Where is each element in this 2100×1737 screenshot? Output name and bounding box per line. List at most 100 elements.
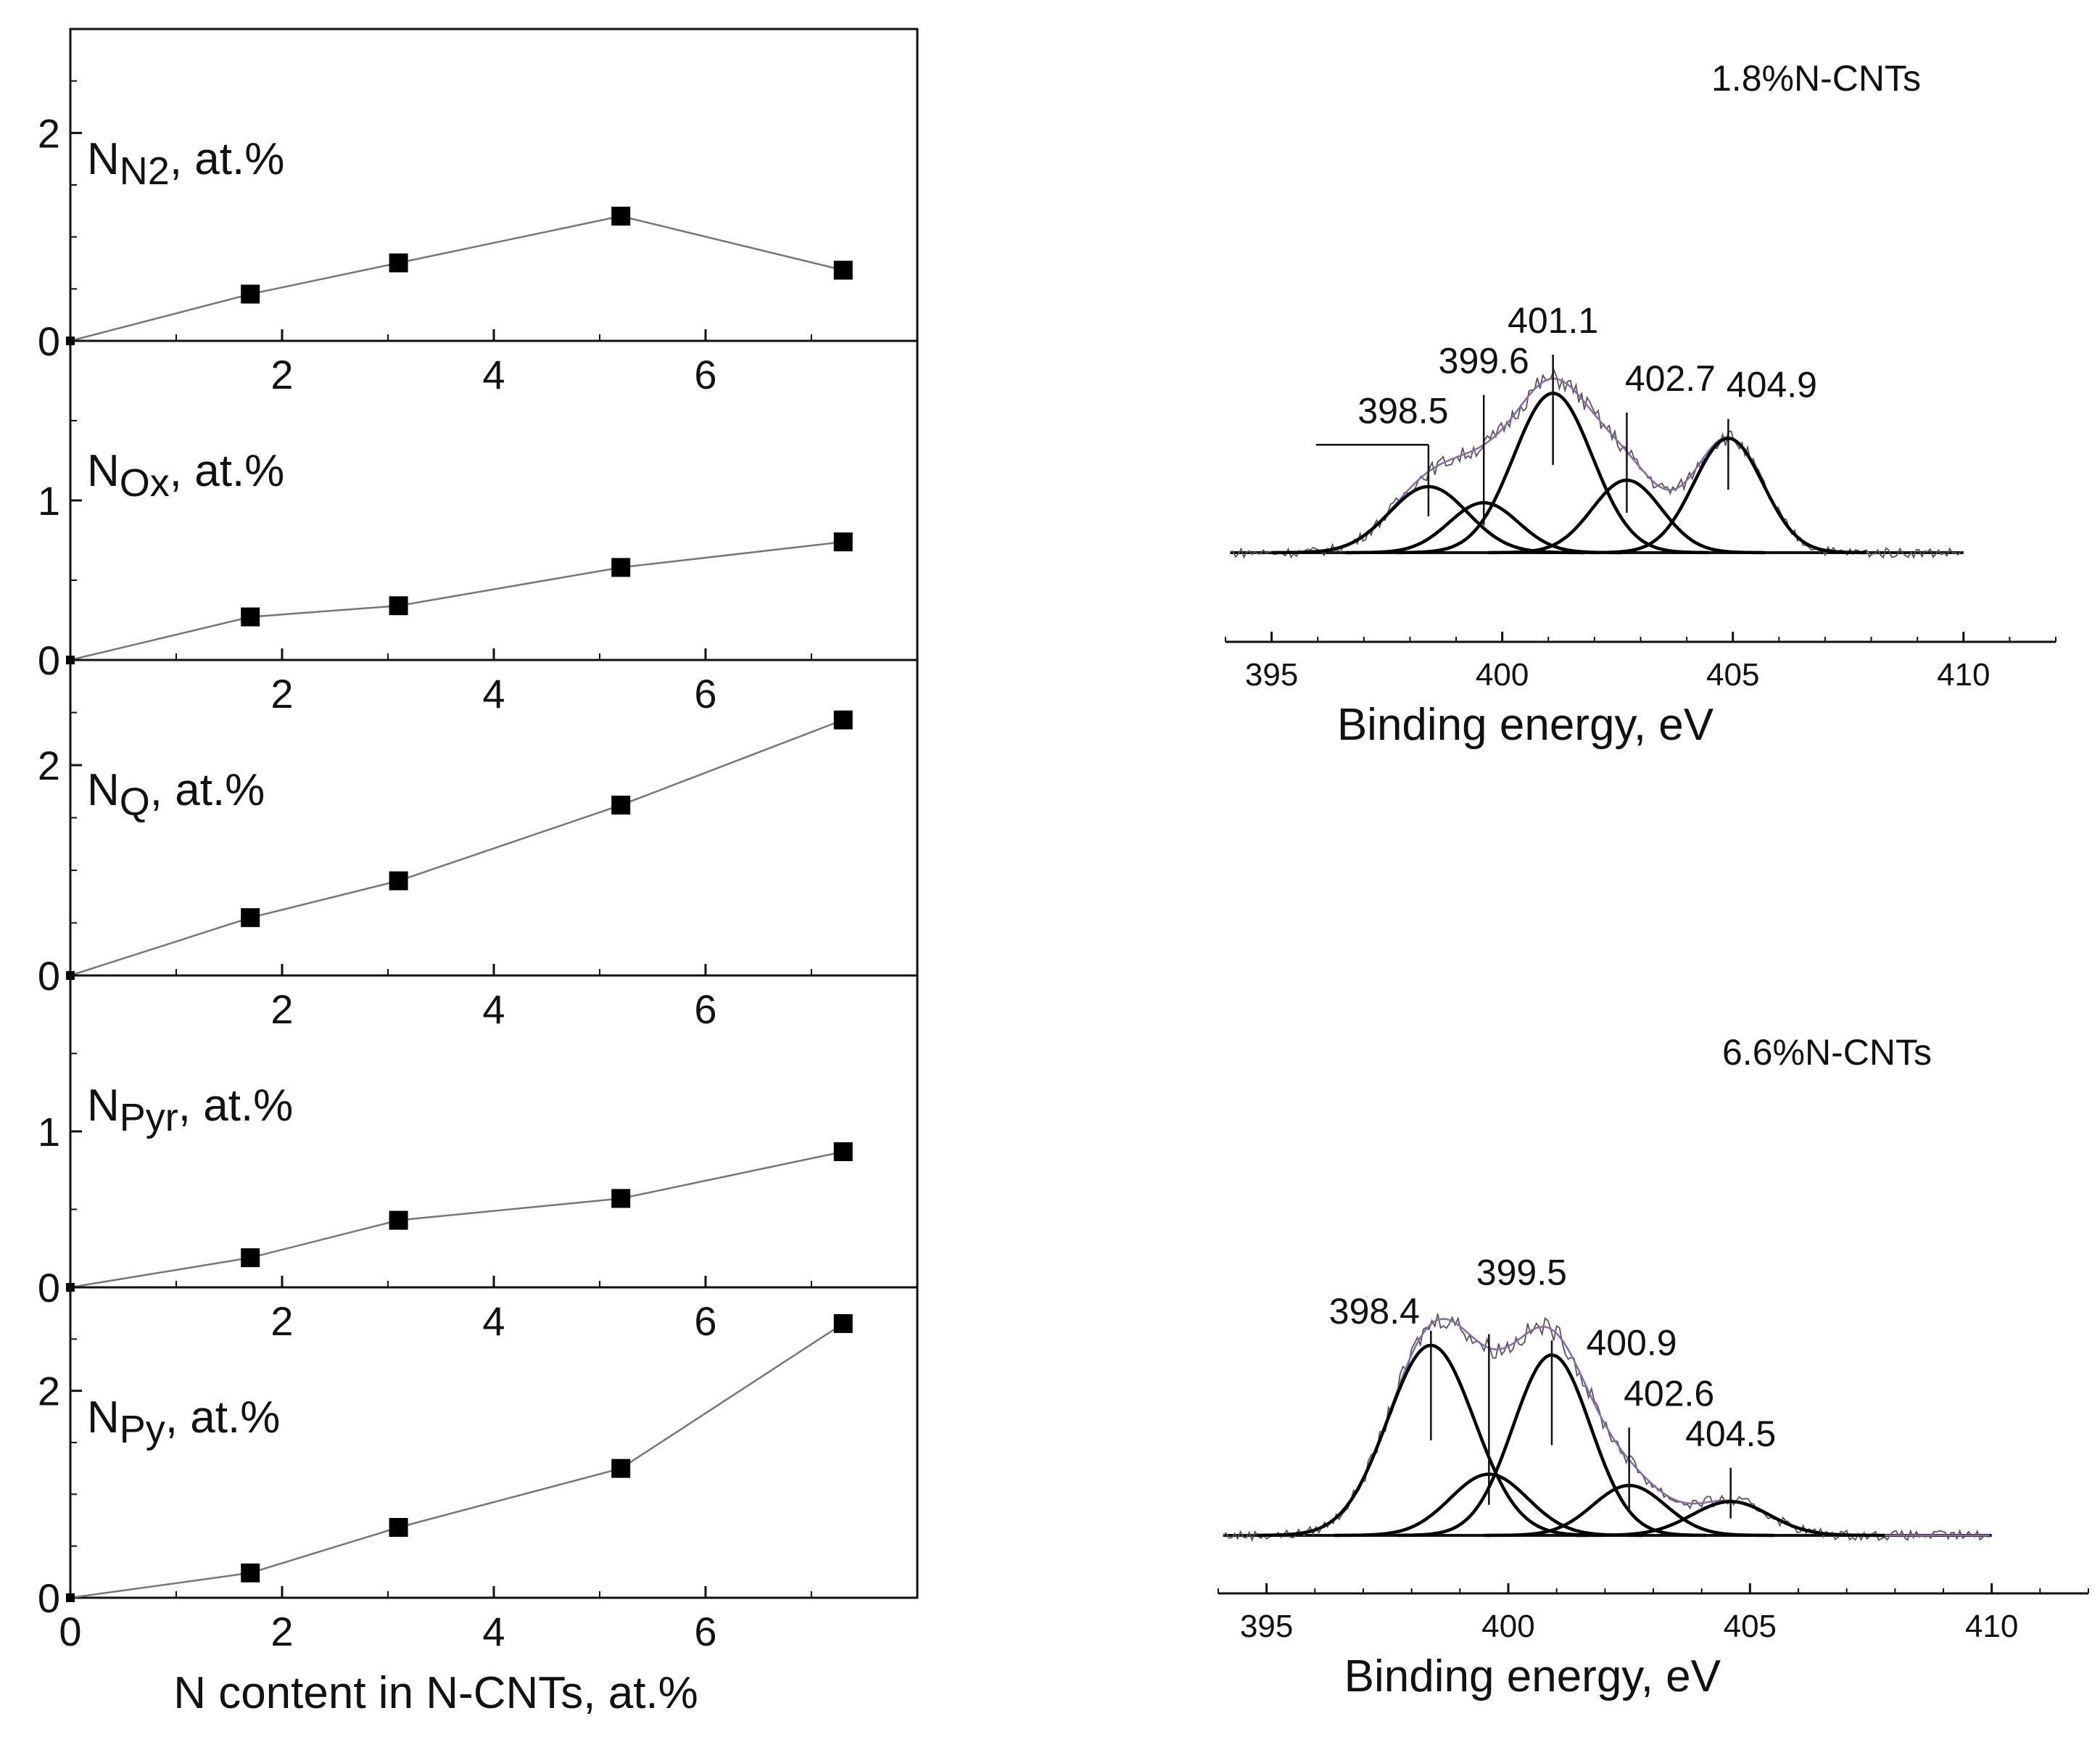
peak-label: 402.6: [1624, 1373, 1714, 1414]
data-point: [389, 871, 408, 891]
x-tick-label: 0: [59, 1609, 81, 1654]
peak-label: 402.7: [1625, 358, 1716, 399]
x-tick-label: 2: [270, 1298, 293, 1344]
data-point: [833, 1142, 853, 1161]
data-point: [833, 1313, 853, 1333]
x-tick-label: 400: [1476, 657, 1529, 693]
x-tick-label: 410: [1937, 657, 1990, 693]
peak-label: 399.5: [1476, 1253, 1567, 1293]
x-axis-title: Binding energy, eV: [1344, 1651, 1721, 1701]
y-tick-label: 0: [38, 318, 60, 364]
x-tick-label: 4: [482, 986, 505, 1032]
panel-label: NN2, at.%: [87, 134, 284, 193]
data-point: [389, 253, 408, 273]
peak-label: 399.6: [1439, 340, 1529, 381]
x-tick-label: 2: [270, 986, 293, 1032]
x-tick-label: 405: [1706, 657, 1759, 693]
y-tick-label: 2: [38, 743, 60, 788]
y-tick-label: 1: [38, 1109, 60, 1155]
x-tick-label: 4: [482, 1298, 505, 1344]
panel-label: NPy, at.%: [87, 1393, 280, 1451]
x-tick-label: 2: [270, 1609, 293, 1654]
panel-label-suffix: , at.%: [170, 134, 285, 184]
data-point: [66, 1593, 75, 1602]
data-point: [833, 260, 853, 280]
chart-title: 1.8%N-CNTs: [1711, 58, 1921, 99]
xps-spectrum-top-chart: 395 400 405 410 Binding energy, eV 1.8%N-CNTs…: [1225, 58, 2056, 750]
x-tick-label: 4: [482, 352, 505, 397]
panel-label-suffix: , at.%: [170, 446, 285, 496]
x-tick-label: 6: [694, 352, 716, 397]
x-tick-label: 4: [482, 671, 505, 717]
peak-label: 398.4: [1329, 1291, 1420, 1332]
data-point: [389, 1517, 408, 1537]
peak-label: 404.9: [1727, 365, 1817, 405]
data-point: [241, 908, 260, 928]
series-line: [70, 719, 844, 977]
panel-label-subscript: N2: [120, 149, 170, 193]
x-tick-label: 2: [270, 671, 293, 717]
y-tick-label: 0: [38, 1575, 60, 1621]
peak-label: 404.5: [1685, 1414, 1776, 1454]
panel-label-subscript: Py: [120, 1408, 165, 1451]
panel-label-symbol: N: [87, 134, 120, 184]
data-point: [611, 207, 631, 226]
x-tick-label: 395: [1240, 1609, 1293, 1644]
data-point: [833, 710, 853, 730]
panel-label-subscript: Ox: [120, 461, 170, 505]
y-tick-label: 2: [38, 110, 60, 156]
data-point: [241, 1248, 260, 1268]
x-tick-label: 4: [482, 1609, 505, 1654]
peak-label: 398.5: [1357, 390, 1448, 431]
x-tick-label: 6: [694, 671, 716, 717]
panel-label: NOx, at.%: [87, 446, 284, 505]
y-tick-label: 0: [38, 1265, 60, 1311]
x-tick-label: 6: [694, 1298, 716, 1344]
y-tick-label: 0: [38, 953, 60, 999]
panel-label-subscript: Pyr: [120, 1096, 178, 1139]
data-point: [241, 284, 260, 304]
x-tick-label: 400: [1481, 1609, 1534, 1644]
x-tick-label: 405: [1724, 1609, 1777, 1644]
panel-label-symbol: N: [87, 1393, 120, 1443]
panel-label-suffix: , at.%: [165, 1393, 281, 1443]
data-point: [611, 1189, 631, 1208]
peak-label: 401.1: [1508, 300, 1598, 341]
y-tick-label: 0: [38, 638, 60, 683]
x-tick-label: 6: [694, 1609, 716, 1654]
x-axis-title: Binding energy, eV: [1337, 700, 1714, 750]
panel-label-suffix: , at.%: [150, 765, 265, 815]
x-tick-label: 410: [1965, 1609, 2018, 1644]
data-point: [611, 558, 631, 577]
data-point: [241, 1563, 260, 1583]
data-point: [241, 607, 260, 627]
x-tick-label: 395: [1245, 657, 1298, 693]
x-axis-title: N content in N-CNTs, at.%: [173, 1668, 698, 1718]
chart-title: 6.6%N-CNTs: [1722, 1032, 1932, 1073]
x-tick-label: 2: [270, 352, 293, 397]
panel-label-symbol: N: [87, 765, 120, 815]
panel-label-suffix: , at.%: [178, 1081, 294, 1131]
peak-label: 400.9: [1586, 1322, 1677, 1363]
data-point: [389, 1210, 408, 1230]
series-line: [70, 540, 843, 661]
series-line: [70, 1322, 844, 1599]
x-tick-label: 6: [694, 986, 716, 1032]
data-point: [611, 796, 631, 815]
data-point: [389, 596, 408, 616]
panel-label-symbol: N: [87, 1081, 120, 1131]
xps-spectrum-bottom-chart: 395 400 405 410 Binding energy, eV 6.6%N-CNTs…: [1218, 1032, 2089, 1701]
y-tick-label: 2: [38, 1369, 60, 1414]
panel-label: NPyr, at.%: [87, 1081, 293, 1139]
y-tick-label: 1: [38, 478, 60, 524]
data-point: [611, 1458, 631, 1478]
series-line: [70, 215, 844, 342]
panel-label-subscript: Q: [120, 780, 150, 824]
panel-frame: [69, 28, 919, 342]
panel-label: NQ, at.%: [87, 765, 265, 824]
series-line: [70, 1150, 844, 1289]
panel-label-symbol: N: [87, 446, 120, 496]
data-point: [833, 532, 853, 552]
